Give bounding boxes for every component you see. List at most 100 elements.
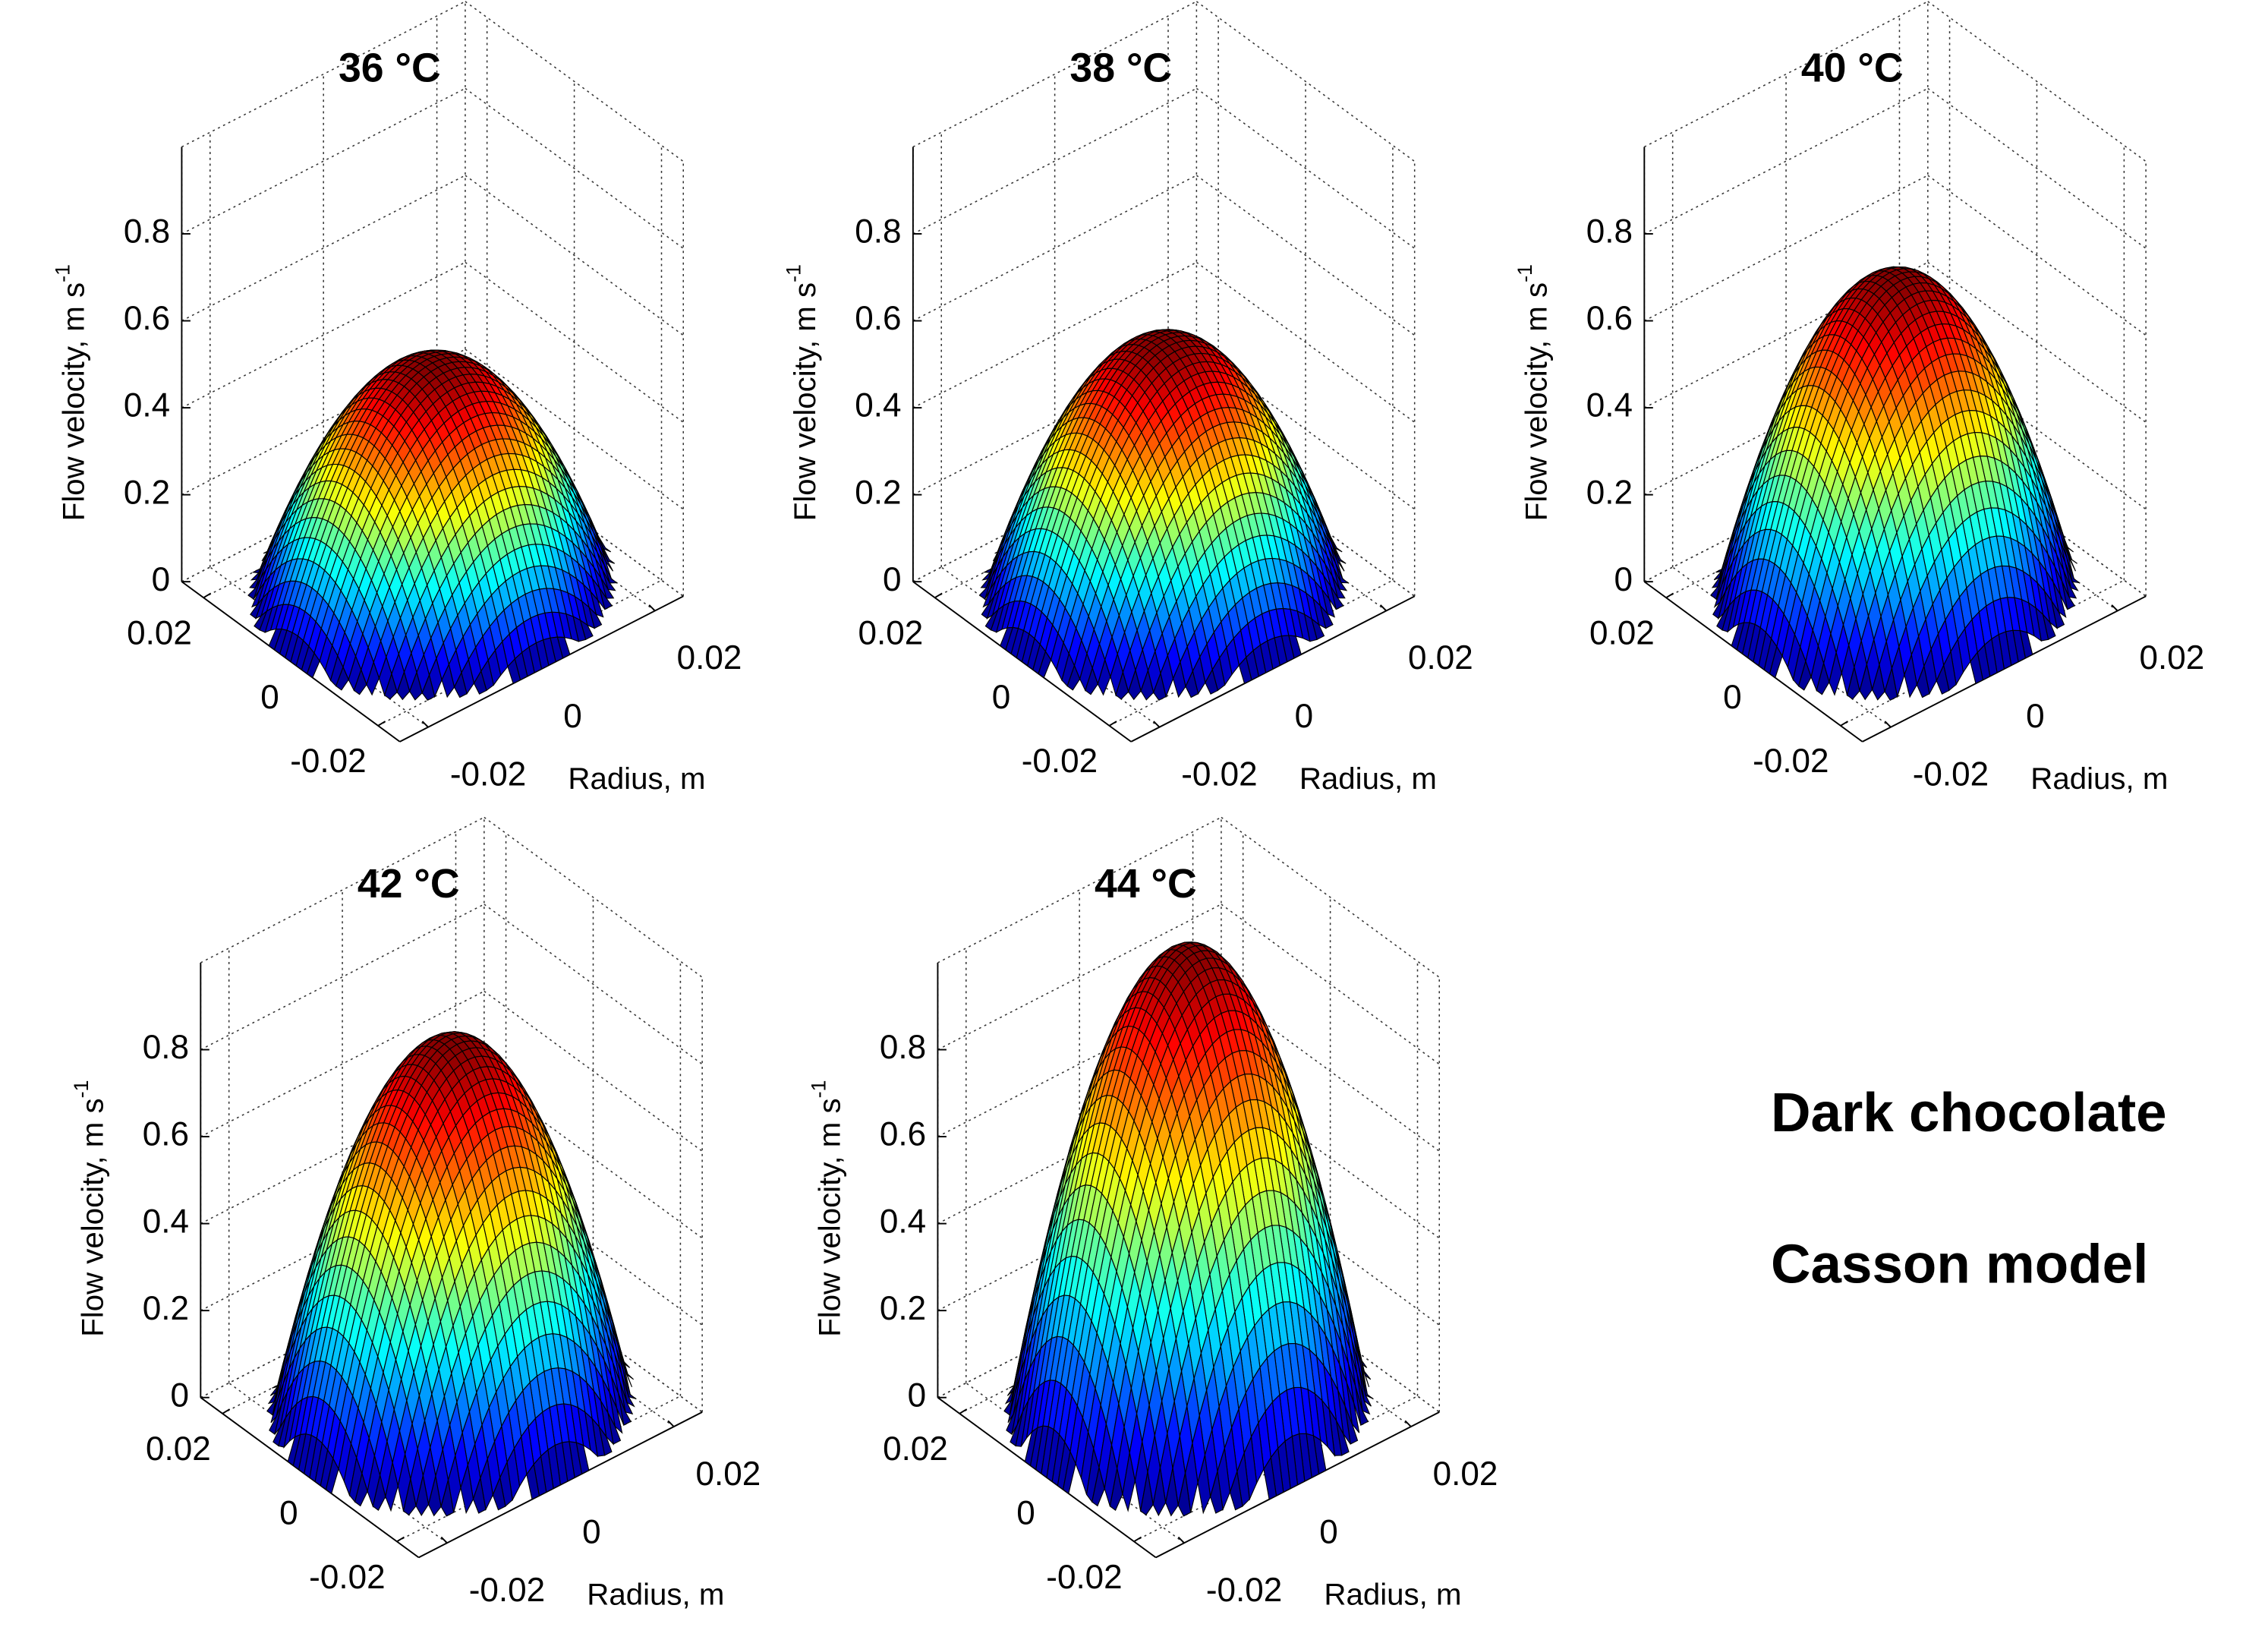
chart-title: 40 °C xyxy=(1801,45,1904,90)
x-tick-label: 0 xyxy=(1295,698,1314,735)
surface-chart: 0 0.2 0.4 0.6 0.8 -0.02 0 0.02 -0.02 0 0.02 38 °C Ra… xyxy=(783,1,1473,796)
annotation: Dark chocolate xyxy=(1771,1082,2167,1143)
grid-line xyxy=(181,175,466,322)
z-tick-label: 0.2 xyxy=(143,1290,189,1327)
z-tick-label: 0.8 xyxy=(143,1029,189,1066)
chart-title: 38 °C xyxy=(1069,45,1172,90)
x-axis-label: Radius, m xyxy=(1299,762,1437,796)
z-tick-label: 0.2 xyxy=(855,474,901,511)
z-axis-label-text: Flow velocity, m s xyxy=(56,282,90,521)
x-tick xyxy=(2111,604,2118,612)
z-tick-label: 0 xyxy=(1614,561,1632,598)
x-tick-label: 0 xyxy=(2026,698,2045,735)
chart-title: 42 °C xyxy=(358,861,460,907)
x-tick-label: 0.02 xyxy=(696,1455,761,1493)
x-tick-label: -0.02 xyxy=(1181,755,1257,793)
x-axis-label: Radius, m xyxy=(2030,762,2168,796)
y-tick-label: 0 xyxy=(260,679,279,716)
y-tick-label: -0.02 xyxy=(309,1559,385,1596)
z-axis-label-exponent: -1 xyxy=(51,264,74,282)
z-axis-label-text: Flow velocity, m s xyxy=(75,1098,109,1336)
grid-line xyxy=(203,452,488,598)
surface xyxy=(266,1031,636,1517)
x-tick xyxy=(1884,721,1892,728)
x-tick-label: -0.02 xyxy=(469,1572,545,1609)
y-tick-label: 0.02 xyxy=(146,1430,211,1468)
z-axis-label-exponent: -1 xyxy=(70,1080,93,1099)
y-tick-label: 0.02 xyxy=(858,615,924,652)
z-tick-label: 0.4 xyxy=(124,387,170,424)
y-tick xyxy=(1108,721,1117,727)
z-tick-label: 0.6 xyxy=(855,300,901,337)
z-tick-label: 0 xyxy=(171,1377,189,1414)
x-tick-label: -0.02 xyxy=(450,755,526,793)
z-axis-label: Flow velocity, m s-1 xyxy=(51,264,90,521)
z-axis-label: Flow velocity, m s-1 xyxy=(70,1080,109,1337)
x-tick-label: 0.02 xyxy=(1408,639,1473,676)
x-tick-label: -0.02 xyxy=(1913,755,1989,793)
grid-line xyxy=(465,175,684,336)
grid-line xyxy=(465,348,684,510)
y-tick xyxy=(203,592,212,599)
annotation: Casson model xyxy=(1771,1233,2148,1295)
x-tick xyxy=(421,721,429,728)
grid-line xyxy=(181,348,466,496)
box-edge xyxy=(465,1,684,162)
y-tick xyxy=(377,721,386,727)
z-tick-label: 0 xyxy=(883,561,902,598)
x-tick-label: 0 xyxy=(563,698,582,735)
z-tick-label: 0.6 xyxy=(124,300,170,337)
grid-line xyxy=(181,87,466,235)
x-tick xyxy=(440,1536,448,1544)
grid-line xyxy=(181,261,466,408)
z-axis-label: Flow velocity, m s-1 xyxy=(783,264,822,521)
z-tick-label: 0.8 xyxy=(855,213,901,251)
x-tick xyxy=(667,1420,675,1427)
grid-line xyxy=(465,87,684,249)
z-axis-label: Flow velocity, m s-1 xyxy=(1514,264,1553,521)
z-tick-label: 0.6 xyxy=(1586,300,1633,337)
z-axis-label-text: Flow velocity, m s xyxy=(1519,282,1553,521)
z-tick-label: 0.4 xyxy=(143,1203,189,1240)
x-tick xyxy=(648,604,656,612)
x-axis-label: Radius, m xyxy=(587,1578,724,1612)
box-edge xyxy=(181,1,466,148)
y-tick-label: -0.02 xyxy=(1753,743,1829,780)
z-axis-label-exponent: -1 xyxy=(1514,264,1536,282)
y-tick-label: 0.02 xyxy=(1589,615,1655,652)
y-tick-label: 0 xyxy=(279,1494,298,1531)
z-tick-label: 0.4 xyxy=(855,387,901,424)
z-tick-label: 0.2 xyxy=(1586,474,1633,511)
grid-line xyxy=(181,435,466,582)
y-tick-label: -0.02 xyxy=(1022,743,1098,780)
x-tick-label: 0 xyxy=(582,1513,601,1550)
z-tick-label: 0.6 xyxy=(143,1116,189,1153)
x-tick-label: 0.02 xyxy=(677,639,742,676)
grid-line xyxy=(465,261,684,423)
surface-chart: 0 0.2 0.4 0.6 0.8 -0.02 0 0.02 -0.02 0 0.02 42 °C Ra… xyxy=(70,816,761,1612)
y-tick xyxy=(1840,721,1848,727)
x-tick xyxy=(1379,604,1388,612)
y-tick-label: 0 xyxy=(992,679,1010,716)
x-axis-label: Radius, m xyxy=(568,762,705,796)
surface xyxy=(247,349,619,701)
y-tick xyxy=(1665,592,1674,599)
y-tick xyxy=(934,592,943,599)
y-tick xyxy=(396,1536,405,1543)
x-tick xyxy=(1153,721,1161,728)
y-tick-label: 0.02 xyxy=(127,615,192,652)
surface xyxy=(978,329,1350,702)
y-tick-label: -0.02 xyxy=(290,743,366,780)
figure-content: Dark chocolate Casson model 0 0.2 0.4 0.6 0.… xyxy=(51,1,2205,1612)
z-tick-label: 0.4 xyxy=(1586,387,1633,424)
z-tick-label: 0 xyxy=(152,561,171,598)
z-axis-label-text: Flow velocity, m s xyxy=(788,282,822,521)
z-tick-label: 0.2 xyxy=(124,474,170,511)
chart-title: 36 °C xyxy=(339,45,441,90)
x-tick-label: 0.02 xyxy=(2140,639,2205,676)
y-tick xyxy=(222,1408,231,1414)
